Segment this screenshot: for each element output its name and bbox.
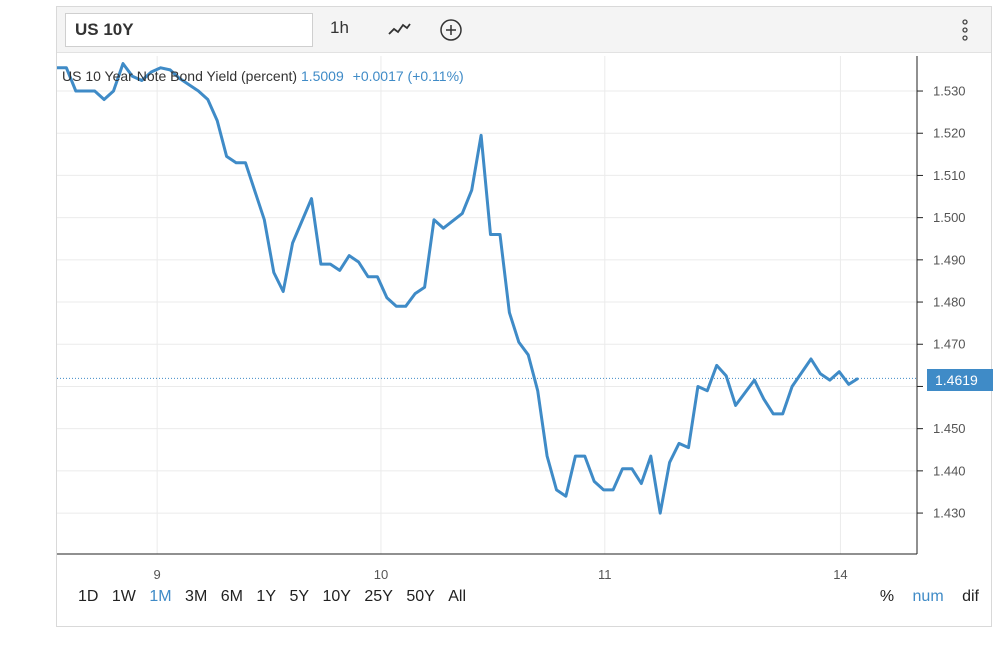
y-tick-label: 1.520 (933, 126, 966, 141)
range-50y[interactable]: 50Y (406, 588, 435, 605)
x-tick-label: 11 (598, 567, 612, 582)
y-axis: 1.4301.4401.4501.4601.4701.4801.4901.500… (917, 84, 966, 521)
chart-grid (57, 56, 917, 554)
interval-selector[interactable]: 1h (330, 18, 349, 37)
series-line (57, 62, 859, 515)
y-tick-label: 1.480 (933, 295, 966, 310)
range-selector: 1D 1W 1M 3M 6M 1Y 5Y 10Y 25Y 50Y All (78, 588, 475, 606)
x-tick-label: 10 (374, 567, 388, 582)
x-tick-label: 9 (154, 567, 161, 582)
mode-dif[interactable]: dif (962, 588, 979, 605)
y-tick-label: 1.510 (933, 168, 966, 183)
plus-circle-icon[interactable] (437, 16, 465, 44)
range-6m[interactable]: 6M (220, 588, 243, 605)
range-3m[interactable]: 3M (185, 588, 208, 605)
more-vertical-icon[interactable] (961, 17, 969, 43)
chart-legend: US 10 Year Note Bond Yield (percent) 1.5… (62, 68, 464, 84)
range-1y[interactable]: 1Y (256, 588, 276, 605)
mode-num[interactable]: num (912, 588, 944, 605)
mode-percent[interactable]: % (879, 588, 895, 605)
scale-mode-selector: % num dif (866, 588, 979, 606)
y-tick-label: 1.490 (933, 252, 966, 267)
legend-series-name: US 10 Year Note Bond Yield (percent) (62, 68, 298, 84)
y-tick-label: 1.450 (933, 421, 966, 436)
y-tick-label: 1.530 (933, 84, 966, 99)
legend-change: +0.0017 (+0.11%) (352, 68, 464, 84)
range-25y[interactable]: 25Y (364, 588, 393, 605)
range-1d[interactable]: 1D (78, 588, 99, 605)
last-price-tag: 1.4619 (927, 369, 993, 391)
chart-toolbar: US 10Y 1h (57, 7, 991, 53)
y-tick-label: 1.500 (933, 210, 966, 225)
range-1m[interactable]: 1M (149, 588, 172, 605)
y-tick-label: 1.440 (933, 463, 966, 478)
legend-last-value: 1.5009 (300, 68, 344, 84)
x-tick-label: 14 (833, 567, 847, 582)
y-tick-label: 1.470 (933, 337, 966, 352)
range-10y[interactable]: 10Y (322, 588, 351, 605)
y-tick-label: 1.430 (933, 506, 966, 521)
x-axis: 9 10 11 14 (154, 567, 848, 582)
range-5y[interactable]: 5Y (289, 588, 310, 605)
range-all[interactable]: All (448, 588, 467, 605)
range-1w[interactable]: 1W (111, 588, 136, 605)
line-chart-icon[interactable] (385, 16, 413, 44)
symbol-input[interactable]: US 10Y (65, 13, 313, 47)
